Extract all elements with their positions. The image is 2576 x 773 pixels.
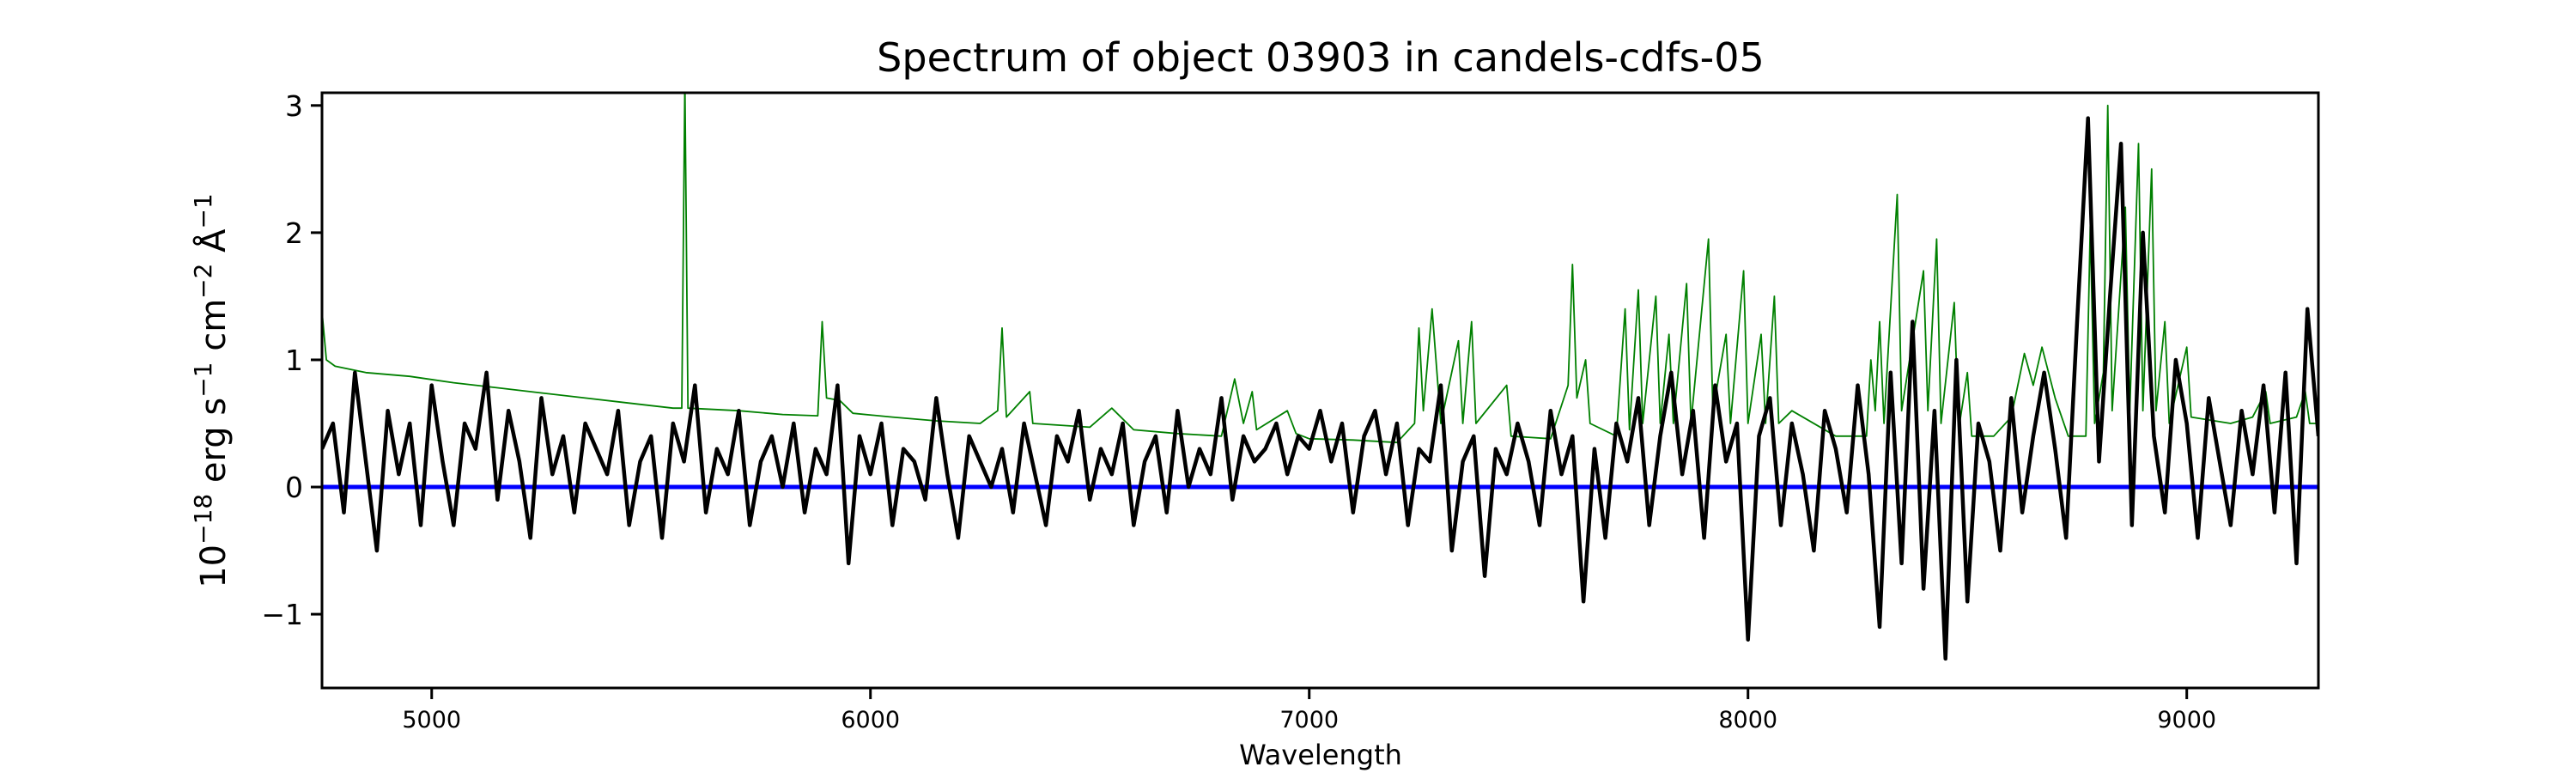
x-tick-label: 5000 <box>402 707 461 733</box>
x-tick-label: 8000 <box>1718 707 1777 733</box>
y-tick-label: 1 <box>285 344 303 377</box>
plot-area <box>322 93 2318 661</box>
x-tick-label: 7000 <box>1279 707 1339 733</box>
y-label-unit: erg s <box>194 398 234 494</box>
chart-title: Spectrum of object 03903 in candels-cdfs… <box>877 34 1765 81</box>
y-tick-label: 0 <box>285 471 303 504</box>
x-axis-label: Wavelength <box>1239 739 1402 771</box>
y-axis-label: 10−18 erg s−1 cm−2 Å−1 <box>189 193 234 588</box>
x-tick-label: 6000 <box>841 707 900 733</box>
flux-spectrum-line <box>322 116 2318 661</box>
y-tick-label: −1 <box>261 598 303 631</box>
error-spectrum-line <box>322 93 2318 444</box>
y-label-base: 10 <box>194 545 234 588</box>
y-label-exp: −18 <box>189 494 217 545</box>
y-tick-label: 3 <box>285 89 303 123</box>
y-axis-ticks: −1 0 1 2 3 <box>261 89 322 631</box>
y-label-unit: Å <box>192 228 234 264</box>
y-label-unit: cm <box>194 299 234 362</box>
y-label-exp: −1 <box>189 362 217 398</box>
axes-frame <box>320 91 2320 690</box>
x-axis-ticks: 5000 6000 7000 8000 9000 <box>402 688 2216 733</box>
x-tick-label: 9000 <box>2157 707 2216 733</box>
y-tick-label: 2 <box>285 216 303 250</box>
y-label-exp: −1 <box>189 193 217 228</box>
y-label-exp: −2 <box>189 264 217 299</box>
